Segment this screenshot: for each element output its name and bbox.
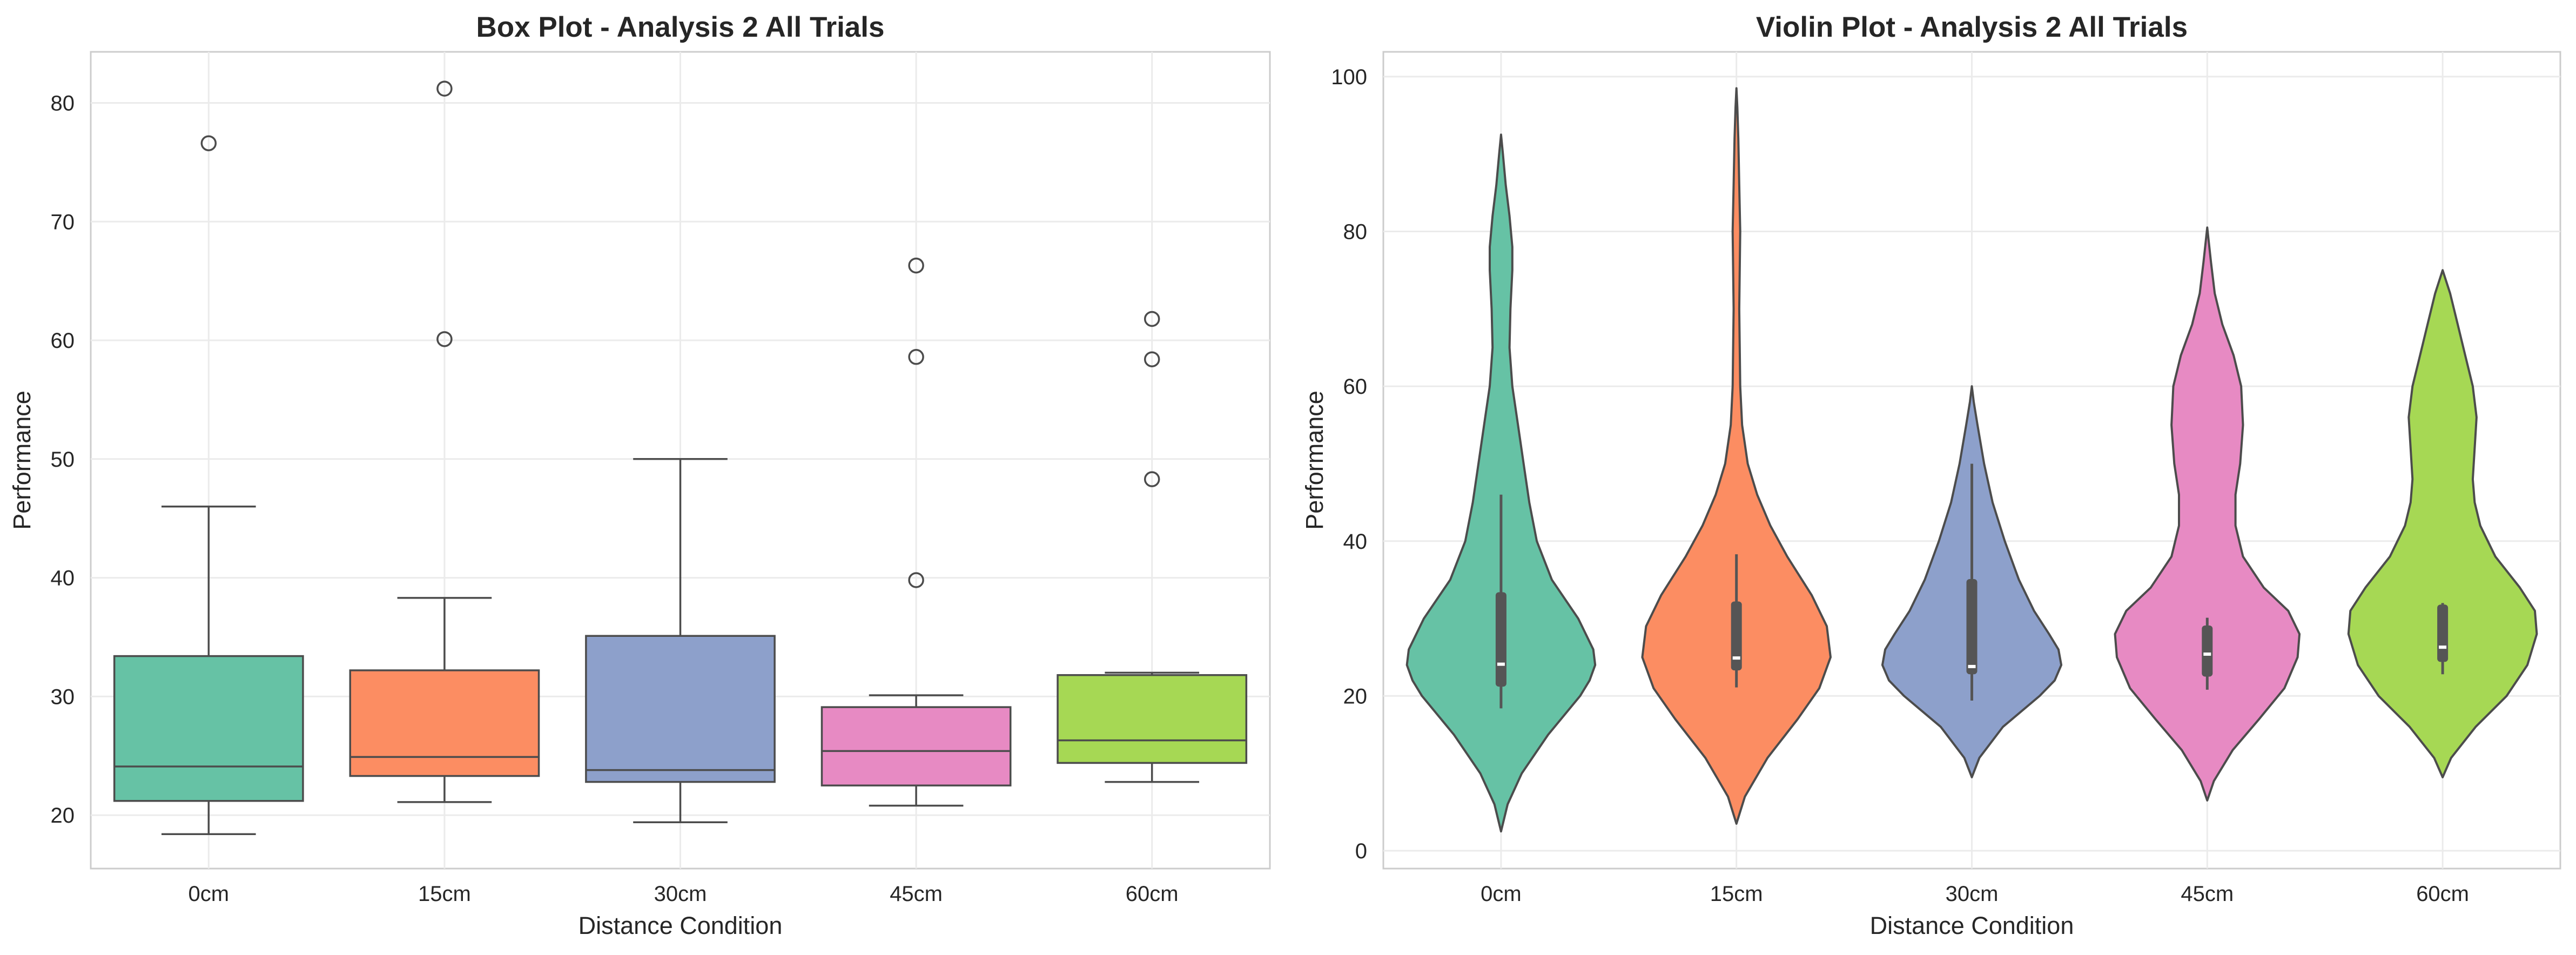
outlier-point [908,349,924,365]
box-45cm [820,257,1012,807]
inner-iqr-bar [1495,592,1506,687]
violin-plot-title: Violin Plot - Analysis 2 All Trials [1756,11,2188,43]
x-tick-label: 45cm [2181,882,2234,906]
box-15cm [349,80,540,803]
box-plot-x-ticks: 0cm 15cm 30cm 45cm 60cm [189,882,1179,906]
outlier-point [908,257,924,274]
violin-body [1405,133,1597,833]
y-tick-label: 80 [51,92,75,116]
outlier-point [436,80,453,97]
y-tick-label: 40 [1343,530,1368,554]
x-tick-label: 45cm [890,882,943,906]
violin-30cm [1881,385,2063,778]
box-plot-x-axis-label: Distance Condition [579,912,783,939]
inner-iqr-bar [2437,604,2449,662]
box-plot-marks [113,80,1248,836]
box-0cm [113,135,304,836]
violin-45cm [2114,226,2301,802]
violin-plot-y-axis-label: Performance [1301,391,1328,530]
box-iqr [820,706,1012,786]
outlier-point [436,331,453,347]
x-tick-label: 60cm [1126,882,1179,906]
violin-plot-panel: 0 20 40 60 80 100 0cm 15cm 30cm 45cm 60cm Violin … [1301,11,2561,939]
x-tick-label: 15cm [1710,882,1763,906]
box-plot-title: Box Plot - Analysis 2 All Trials [476,11,885,43]
y-tick-label: 60 [1343,375,1368,399]
inner-iqr-bar [1966,579,1978,675]
x-tick-label: 30cm [1946,882,1999,906]
violin-plot-marks [1405,87,2538,833]
box-plot-y-axis-label: Performance [8,391,36,530]
violin-0cm [1405,133,1597,833]
violin-15cm [1641,87,1832,825]
outlier-point [200,135,217,151]
y-tick-label: 20 [1343,684,1368,708]
x-tick-label: 0cm [189,882,230,906]
inner-iqr-bar [1731,601,1742,671]
x-tick-label: 15cm [418,882,471,906]
y-tick-label: 60 [51,329,75,353]
inner-iqr-bar [2202,625,2213,677]
violin-body [2114,226,2301,802]
violin-body [1641,87,1832,825]
violin-body [2347,269,2538,778]
box-iqr [113,655,304,802]
box-plot-panel: 20 30 40 50 60 70 80 0cm 15cm 30cm 45cm 60cm Box P… [8,11,1271,939]
box-60cm [1057,311,1248,783]
y-tick-label: 80 [1343,220,1368,244]
x-tick-label: 60cm [2416,882,2469,906]
violin-plot-y-ticks: 0 20 40 60 80 100 [1331,65,1367,863]
outlier-point [908,572,924,588]
y-tick-label: 100 [1331,65,1367,89]
box-iqr [585,635,776,783]
x-tick-label: 0cm [1481,882,1522,906]
y-tick-label: 30 [51,685,75,709]
violin-60cm [2347,269,2538,778]
outlier-point [1144,471,1160,487]
y-tick-label: 40 [51,567,75,590]
outlier-point [1144,351,1160,367]
violin-plot-x-axis-label: Distance Condition [1870,912,2074,939]
box-plot-y-ticks: 20 30 40 50 60 70 80 [51,92,75,828]
x-tick-label: 30cm [654,882,707,906]
y-tick-label: 0 [1355,839,1367,863]
box-iqr [349,669,540,777]
y-tick-label: 20 [51,804,75,828]
violin-plot-x-ticks: 0cm 15cm 30cm 45cm 60cm [1481,882,2469,906]
box-iqr [1057,674,1248,764]
y-tick-label: 50 [51,448,75,472]
box-30cm [585,458,776,824]
y-tick-label: 70 [51,210,75,234]
outlier-point [1144,311,1160,327]
